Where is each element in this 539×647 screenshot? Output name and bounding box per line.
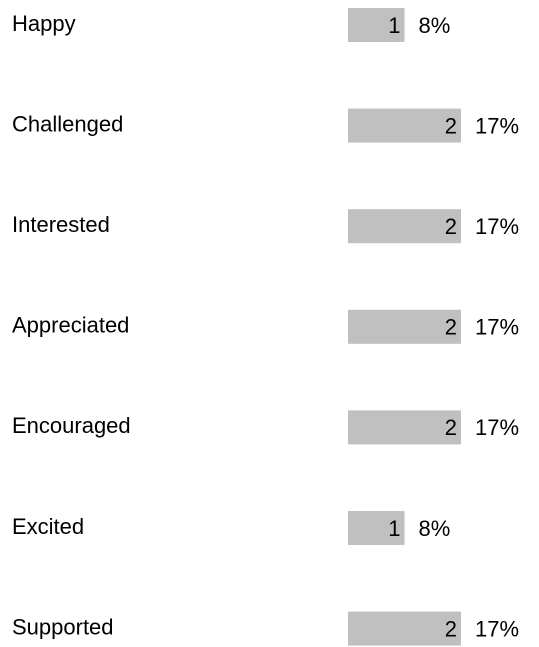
count-label: 2 bbox=[445, 315, 457, 340]
bar bbox=[348, 511, 405, 545]
category-label: Happy bbox=[12, 11, 76, 36]
category-label: Interested bbox=[12, 212, 110, 237]
percent-label: 17% bbox=[475, 616, 519, 641]
bar bbox=[348, 611, 461, 646]
count-label: 1 bbox=[388, 13, 400, 38]
percent-label: 17% bbox=[475, 214, 519, 239]
category-label: Appreciated bbox=[12, 313, 129, 338]
category-label: Excited bbox=[12, 514, 84, 539]
count-label: 2 bbox=[445, 214, 457, 239]
count-label: 2 bbox=[445, 415, 457, 440]
category-label: Supported bbox=[12, 614, 114, 639]
bar bbox=[348, 8, 405, 42]
bar bbox=[348, 108, 461, 143]
bar bbox=[348, 209, 461, 244]
count-label: 2 bbox=[445, 113, 457, 138]
percent-label: 8% bbox=[419, 516, 451, 541]
count-label: 1 bbox=[388, 516, 400, 541]
percent-label: 8% bbox=[419, 13, 451, 38]
category-label: Challenged bbox=[12, 111, 123, 136]
percent-label: 17% bbox=[475, 113, 519, 138]
category-label: Encouraged bbox=[12, 413, 131, 438]
count-label: 2 bbox=[445, 616, 457, 641]
bar bbox=[348, 309, 461, 344]
percent-label: 17% bbox=[475, 315, 519, 340]
bar bbox=[348, 410, 461, 445]
percent-label: 17% bbox=[475, 415, 519, 440]
